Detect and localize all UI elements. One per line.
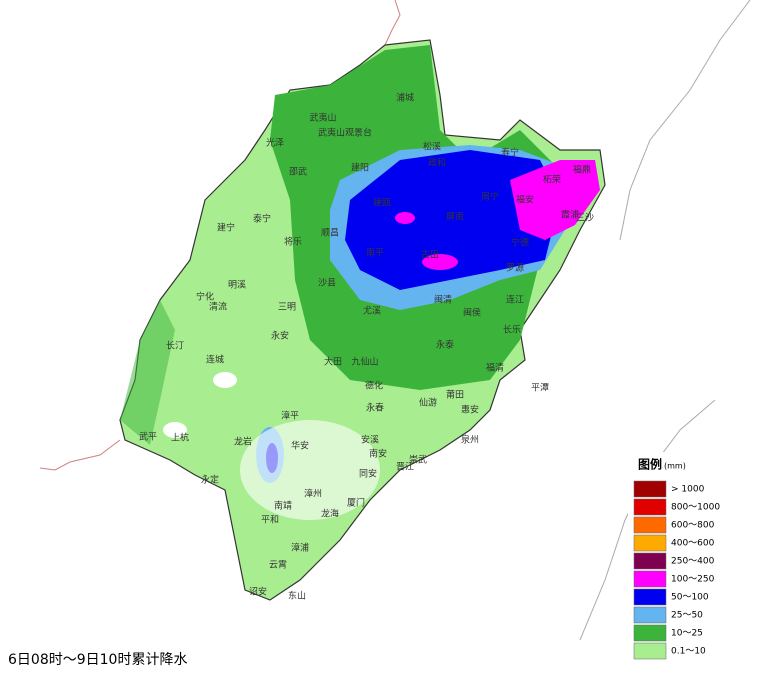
place-label: 莆田 bbox=[446, 389, 464, 401]
place-label: 建宁 bbox=[217, 222, 235, 234]
place-label: 南靖 bbox=[274, 500, 292, 512]
place-label: 厦门 bbox=[347, 497, 365, 509]
place-label: 福鼎 bbox=[573, 164, 591, 176]
place-label: 清流 bbox=[209, 301, 227, 313]
place-label: 明溪 bbox=[228, 279, 246, 291]
place-label: 华安 bbox=[291, 440, 309, 452]
place-label: 武夷山 bbox=[309, 112, 336, 124]
place-label: 上杭 bbox=[171, 432, 189, 444]
place-label: 寿宁 bbox=[501, 147, 519, 159]
place-label: 大田 bbox=[324, 356, 342, 368]
place-label: 永泰 bbox=[436, 339, 454, 351]
place-label: 漳州 bbox=[304, 488, 322, 500]
place-label: 仙游 bbox=[419, 397, 437, 409]
place-label: 崇武 bbox=[409, 454, 427, 466]
province bbox=[119, 39, 606, 601]
legend-swatch bbox=[633, 570, 667, 588]
place-label: 平潭 bbox=[531, 383, 549, 394]
place-label: 武夷山观景台 bbox=[318, 127, 372, 139]
place-label: 惠安 bbox=[461, 404, 479, 416]
place-label: 柘荣 bbox=[543, 174, 561, 186]
place-label: 安溪 bbox=[361, 434, 379, 446]
legend-swatch bbox=[633, 642, 667, 660]
legend-swatch bbox=[633, 516, 667, 534]
place-label: 三明 bbox=[278, 302, 296, 313]
place-label: 罗源 bbox=[506, 263, 524, 274]
place-label: 宁化 bbox=[196, 291, 214, 303]
place-label: 光泽 bbox=[266, 137, 284, 149]
place-label: 闽侯 bbox=[463, 307, 481, 319]
place-label: 永定 bbox=[201, 474, 219, 486]
place-label: 龙岩 bbox=[234, 436, 252, 448]
place-label: 建阳 bbox=[351, 162, 369, 174]
place-label: 连城 bbox=[206, 354, 224, 366]
legend-label: 800～1000 bbox=[671, 503, 720, 513]
place-label: 政和 bbox=[428, 157, 446, 169]
place-label: 龙海 bbox=[321, 508, 339, 520]
legend-swatch bbox=[633, 606, 667, 624]
place-label: 南安 bbox=[369, 448, 387, 460]
place-label: 福清 bbox=[486, 362, 504, 374]
legend-label: 0.1～10 bbox=[671, 647, 706, 657]
place-label: 连江 bbox=[506, 294, 524, 306]
legend-swatch bbox=[633, 498, 667, 516]
place-label: 泰宁 bbox=[253, 213, 271, 225]
place-label: 福安 bbox=[516, 194, 534, 206]
legend-label: 400～600 bbox=[671, 539, 715, 549]
legend-title: 图例 bbox=[638, 457, 662, 472]
place-label: 诏安 bbox=[249, 586, 267, 598]
place-label: 同安 bbox=[359, 468, 377, 480]
place-label: 九仙山 bbox=[351, 356, 378, 368]
legend-label: > 1000 bbox=[671, 485, 705, 495]
place-label: 松溪 bbox=[423, 141, 441, 153]
place-label: 屏南 bbox=[446, 211, 464, 223]
caption: 6日08时～9日10时累计降水 bbox=[8, 652, 187, 668]
place-label: 德化 bbox=[365, 380, 383, 392]
place-label: 将乐 bbox=[284, 236, 302, 248]
legend-swatch bbox=[633, 534, 667, 552]
place-label: 霞浦 bbox=[561, 209, 579, 221]
legend-unit: (mm) bbox=[664, 462, 686, 471]
legend-swatch bbox=[633, 480, 667, 498]
place-label: 闽清 bbox=[434, 294, 452, 306]
place-label: 长乐 bbox=[503, 324, 521, 336]
place-label: 永安 bbox=[271, 330, 289, 342]
legend-label: 600～800 bbox=[671, 521, 715, 531]
place-label: 沙县 bbox=[318, 278, 336, 289]
place-label: 邵武 bbox=[289, 166, 307, 178]
legend-swatch bbox=[633, 588, 667, 606]
place-label: 晋江 bbox=[396, 462, 414, 473]
legend-swatch bbox=[633, 552, 667, 570]
place-label: 尤溪 bbox=[363, 305, 381, 317]
place-label: 云霄 bbox=[269, 560, 287, 571]
place-label: 东山 bbox=[288, 590, 306, 602]
legend: 图例 (mm) > 1000 800～1000 600～800 400～600 250～… bbox=[628, 452, 720, 660]
place-label: 漳浦 bbox=[291, 542, 309, 554]
place-label: 南平 bbox=[366, 247, 384, 259]
legend-label: 10～25 bbox=[671, 629, 703, 639]
place-label: 建瓯 bbox=[373, 197, 391, 209]
place-label: 顺昌 bbox=[321, 228, 339, 239]
legend-label: 50～100 bbox=[671, 593, 709, 603]
place-label: 周宁 bbox=[481, 191, 499, 203]
legend-label: 100～250 bbox=[671, 575, 715, 585]
place-label: 古田 bbox=[421, 249, 439, 261]
legend-label: 250～400 bbox=[671, 557, 715, 567]
legend-swatch bbox=[633, 624, 667, 642]
place-label: 平和 bbox=[261, 515, 279, 526]
place-label: 长汀 bbox=[166, 340, 184, 352]
place-label: 宁德 bbox=[511, 237, 529, 249]
place-label: 漳平 bbox=[281, 410, 299, 422]
place-label: 永春 bbox=[366, 402, 384, 414]
place-label: 武平 bbox=[139, 431, 157, 443]
legend-label: 25～50 bbox=[671, 611, 703, 621]
place-label: 浦城 bbox=[396, 92, 414, 104]
place-label: 三沙 bbox=[576, 213, 594, 224]
place-label: 泉州 bbox=[461, 434, 479, 446]
